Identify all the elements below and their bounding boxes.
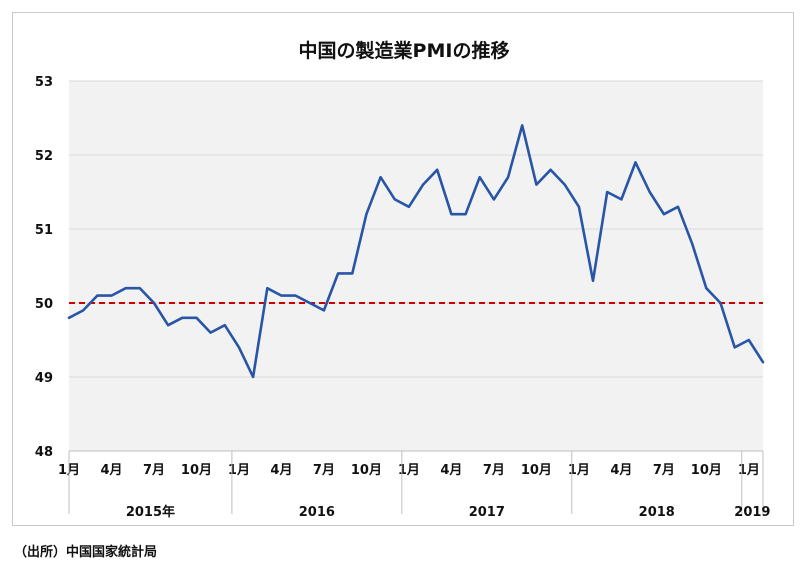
x-tick-label: 4月 (270, 463, 292, 478)
y-tick-label: 53 (35, 75, 53, 90)
year-label: 2017 (469, 505, 505, 520)
pmi-line-chart: 中国の製造業PMIの推移 48 49 50 51 52 53 1月 4月 7月 10月 1月 4月 7月… (35, 39, 771, 520)
x-tick-label: 1月 (398, 463, 420, 478)
x-tick-label: 10月 (351, 463, 382, 478)
x-tick-label: 4月 (440, 463, 462, 478)
plot-area (69, 81, 763, 451)
pmi-series-line (67, 124, 765, 379)
x-tick-label: 7月 (313, 463, 335, 478)
x-tick-label: 7月 (143, 463, 165, 478)
y-tick-label: 49 (35, 371, 53, 386)
x-tick-label: 1月 (568, 463, 590, 478)
source-note: （出所）中国国家統計局 (14, 545, 158, 560)
year-label: 2016 (299, 505, 335, 520)
year-label: 2019 (734, 505, 770, 520)
y-tick-label: 48 (35, 445, 53, 460)
year-label: 2018 (639, 505, 675, 520)
x-tick-label: 10月 (181, 463, 212, 478)
x-tick-label: 1月 (228, 463, 250, 478)
x-tick-label: 7月 (483, 463, 505, 478)
x-tick-label: 4月 (610, 463, 632, 478)
y-tick-label: 51 (35, 223, 53, 238)
x-tick-label: 10月 (521, 463, 552, 478)
chart-frame: 中国の製造業PMIの推移 48 49 50 51 52 53 1月 4月 7月 10月 1月 4月 7月… (12, 12, 794, 526)
y-tick-label: 50 (35, 297, 53, 312)
x-tick-label: 1月 (738, 463, 760, 478)
chart-title: 中国の製造業PMIの推移 (299, 39, 510, 62)
x-tick-label: 4月 (100, 463, 122, 478)
x-tick-label: 7月 (653, 463, 675, 478)
x-tick-label: 10月 (691, 463, 722, 478)
year-label: 2015年 (126, 504, 175, 520)
y-tick-label: 52 (35, 149, 53, 164)
